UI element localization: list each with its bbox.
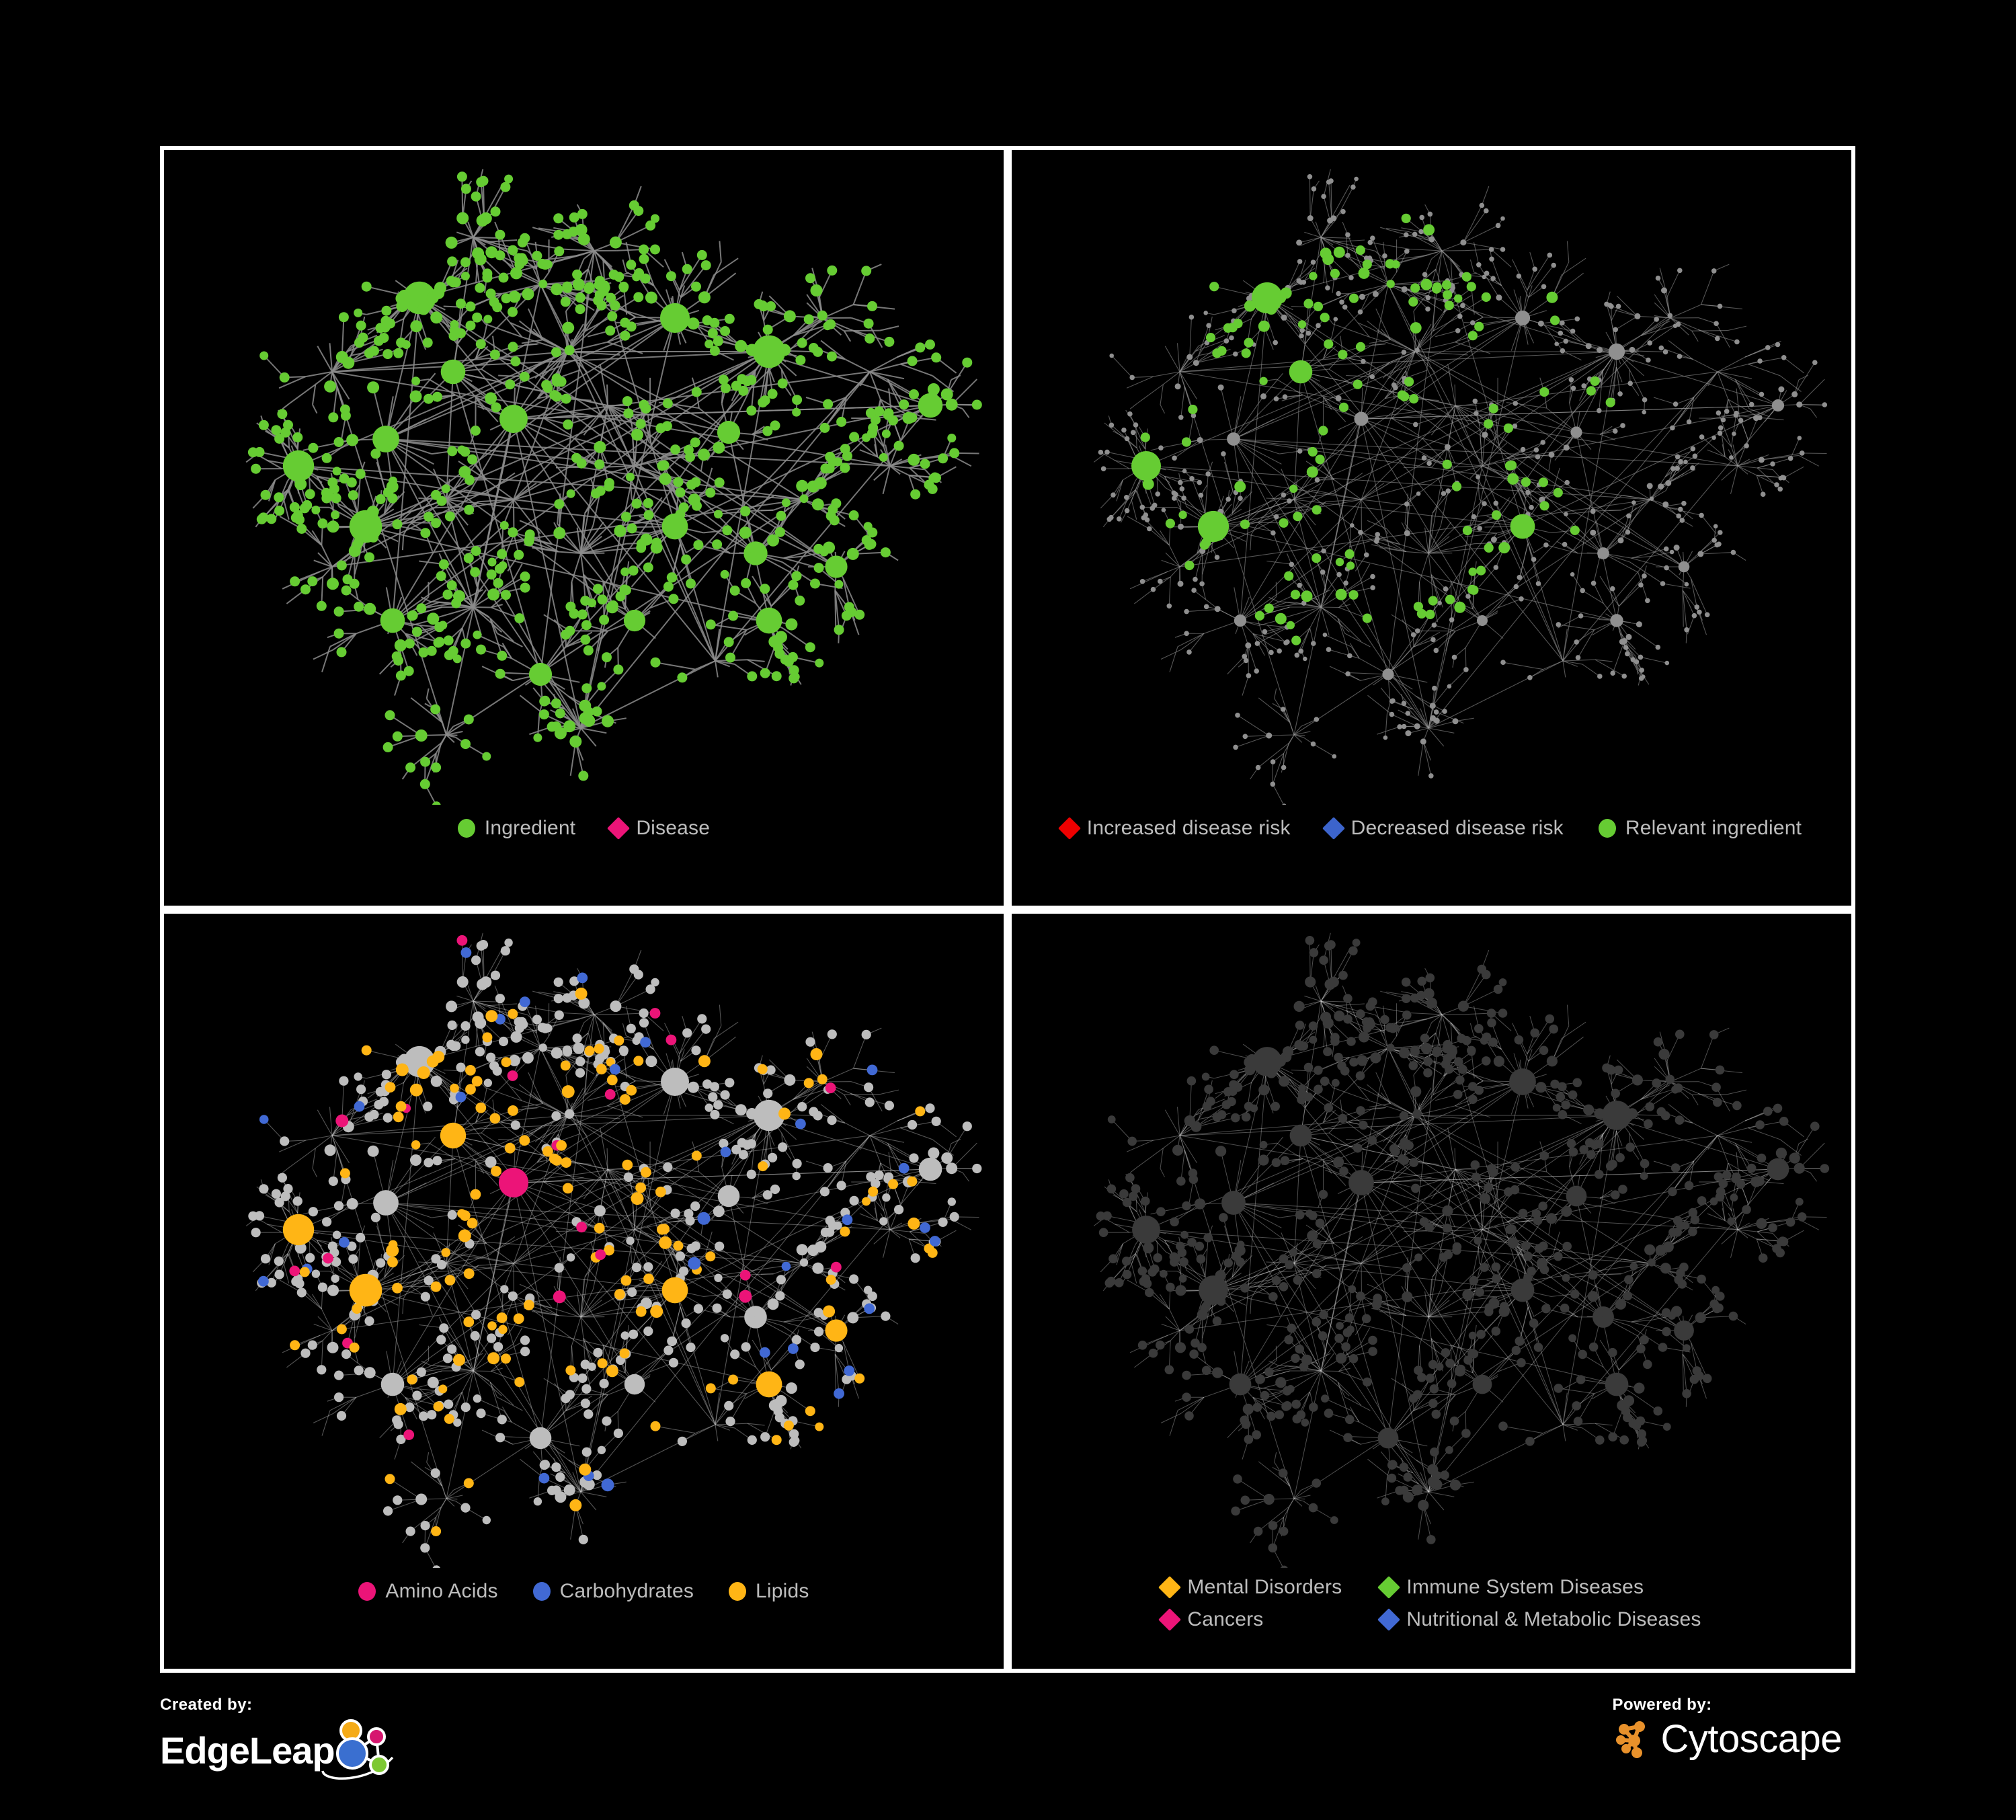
network-graph-2 bbox=[1093, 150, 1828, 805]
legend-label: Nutritional & Metabolic Diseases bbox=[1406, 1608, 1701, 1630]
cancers-marker-icon bbox=[1158, 1608, 1182, 1631]
nutritional-metabolic-marker-icon bbox=[1377, 1608, 1401, 1631]
legend-label: Disease bbox=[636, 817, 711, 839]
immune-system-marker-icon bbox=[1377, 1576, 1401, 1599]
decreased-risk-marker-icon bbox=[1322, 817, 1345, 840]
legend-item: Lipids bbox=[729, 1580, 809, 1603]
amino-acids-marker-icon bbox=[358, 1582, 376, 1601]
legend-disease-risk: Increased disease risk Decreased disease… bbox=[1012, 805, 1851, 906]
edgeleap-logo-icon bbox=[321, 1719, 393, 1780]
increased-risk-marker-icon bbox=[1057, 817, 1081, 840]
legend-item: Ingredient bbox=[457, 817, 576, 840]
created-by-label: Created by: bbox=[160, 1696, 253, 1714]
ingredient-marker-icon bbox=[457, 819, 475, 838]
legend-label: Increased disease risk bbox=[1086, 817, 1291, 839]
cytoscape-wordmark: Cytoscape bbox=[1660, 1717, 1842, 1761]
cytoscape-logo-icon bbox=[1616, 1721, 1646, 1758]
network-canvas-ingredient-disease[interactable] bbox=[164, 150, 1004, 805]
mental-disorders-marker-icon bbox=[1158, 1576, 1182, 1599]
legend-label: Amino Acids bbox=[385, 1580, 498, 1602]
legend-item: Relevant ingredient bbox=[1598, 817, 1802, 840]
legend-ingredient-classes: Amino Acids Carbohydrates Lipids bbox=[164, 1568, 1004, 1669]
panel-disease-classes[interactable]: Mental Disorders Immune System Diseases … bbox=[1008, 910, 1855, 1673]
network-graph-1 bbox=[245, 150, 982, 805]
legend-label: Cancers bbox=[1187, 1608, 1264, 1630]
legend-disease-classes: Mental Disorders Immune System Diseases … bbox=[1012, 1568, 1851, 1669]
legend-item: Disease bbox=[607, 817, 711, 840]
panel-ingredient-disease[interactable]: Ingredient Disease bbox=[160, 146, 1008, 910]
legend-label: Decreased disease risk bbox=[1350, 817, 1564, 839]
network-canvas-disease-risk[interactable] bbox=[1012, 150, 1851, 805]
panel-ingredient-classes[interactable]: Amino Acids Carbohydrates Lipids bbox=[160, 910, 1008, 1673]
legend-label: Carbohydrates bbox=[559, 1580, 694, 1602]
legend-label: Ingredient bbox=[484, 817, 576, 839]
legend-ingredient-disease: Ingredient Disease bbox=[164, 805, 1004, 906]
powered-by-cytoscape[interactable]: Powered by: bbox=[1612, 1696, 1842, 1760]
panel-grid: Ingredient Disease Increased diseas bbox=[160, 146, 1855, 1673]
legend-item: Mental Disorders bbox=[1158, 1576, 1342, 1599]
network-canvas-disease-classes[interactable] bbox=[1012, 914, 1851, 1568]
legend-item: Carbohydrates bbox=[532, 1580, 694, 1603]
legend-item: Immune System Diseases bbox=[1377, 1576, 1644, 1599]
network-graph-3 bbox=[245, 914, 982, 1568]
legend-label: Mental Disorders bbox=[1187, 1576, 1342, 1598]
footer: Created by: EdgeLeap Powered by: bbox=[160, 1681, 1855, 1809]
network-canvas-ingredient-classes[interactable] bbox=[164, 914, 1004, 1568]
network-graph-4 bbox=[1093, 914, 1830, 1568]
legend-item: Decreased disease risk bbox=[1322, 817, 1564, 840]
disease-marker-icon bbox=[607, 817, 631, 840]
relevant-ingredient-marker-icon bbox=[1598, 819, 1616, 838]
legend-label: Lipids bbox=[756, 1580, 809, 1602]
legend-label: Immune System Diseases bbox=[1406, 1576, 1644, 1598]
legend-item: Nutritional & Metabolic Diseases bbox=[1377, 1608, 1701, 1631]
edgeleap-wordmark: EdgeLeap bbox=[160, 1729, 335, 1772]
created-by-edgeleap[interactable]: Created by: EdgeLeap bbox=[160, 1696, 405, 1783]
powered-by-label: Powered by: bbox=[1612, 1696, 1712, 1714]
legend-label: Relevant ingredient bbox=[1625, 817, 1802, 839]
carbohydrates-marker-icon bbox=[532, 1582, 551, 1601]
panel-disease-risk[interactable]: Increased disease risk Decreased disease… bbox=[1008, 146, 1855, 910]
lipids-marker-icon bbox=[729, 1582, 747, 1601]
legend-item: Cancers bbox=[1158, 1608, 1264, 1631]
legend-item: Increased disease risk bbox=[1057, 817, 1291, 840]
legend-item: Amino Acids bbox=[358, 1580, 497, 1603]
